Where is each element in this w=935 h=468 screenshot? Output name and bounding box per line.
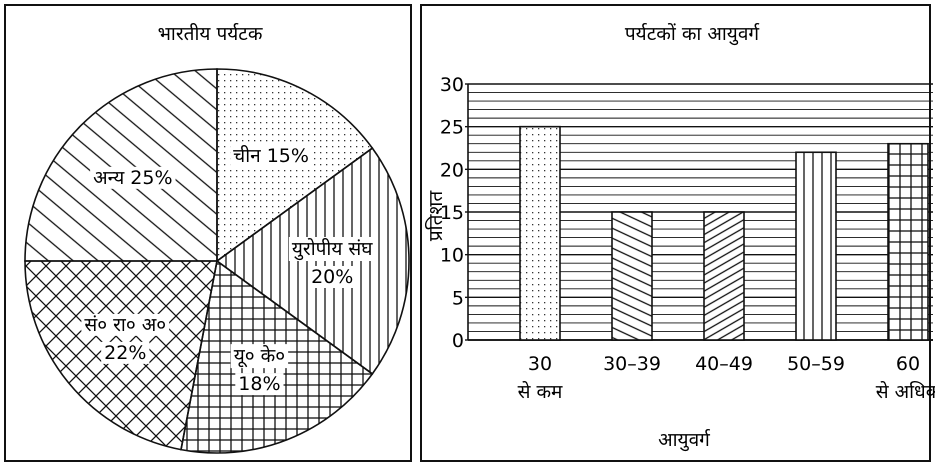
y-tick-label: 5 [452,287,464,309]
label-backdrop [230,344,289,369]
x-tick-label: 60 [896,353,920,375]
x-tick-label: 40–49 [695,353,753,375]
pie-slice-label: यू० के० [234,344,285,368]
bar-chart-panel: पर्यटकों का आयुवर्ग 0 5 10 15 20 25 30 30 से कम… [420,4,935,462]
pie-title: भारतीय पर्यटक [158,22,263,45]
label-backdrop [230,143,312,167]
bar [611,211,653,341]
x-tick-label-line2: से कम [518,380,563,403]
pie-chart: भारतीय पर्यटक चीन 15% युरोपीय संघ 20% यू० क… [24,22,410,454]
y-tick-label: 15 [440,202,464,224]
y-tick-label: 25 [440,117,464,139]
y-tick-label: 10 [440,245,464,267]
pie-slice-value-label: 18% [238,373,280,395]
y-tick-label: 20 [440,159,464,181]
x-tick-label-line2: से अधिक [876,380,935,403]
x-axis-label: आयुवर्ग [658,428,711,452]
pie-slice-value-label: 20% [311,266,353,288]
bar [519,125,561,341]
label-backdrop [288,237,377,261]
x-tick-label: 30 [528,353,552,375]
label-backdrop [235,373,284,396]
y-tick-label: 0 [452,330,464,352]
pie-slice-label: सं० रा० अ० [84,314,166,336]
bar [703,211,745,341]
x-tick-label: 30–39 [603,353,661,375]
pie-slice-label: अन्य 25% [93,167,172,189]
y-axis-label: प्रतिशत [424,190,447,241]
y-tick-label: 30 [440,74,464,96]
pie-slice-label: युरोपीय संघ [292,237,373,261]
bar [887,142,929,341]
pie-slice-label: चीन 15% [233,144,309,167]
label-backdrop [308,266,357,288]
bar-chart: पर्यटकों का आयुवर्ग 0 5 10 15 20 25 30 30 से कम… [424,22,935,452]
label-backdrop [101,341,150,364]
bar [795,151,837,341]
bar-title: पर्यटकों का आयुवर्ग [625,22,760,46]
pie-slice-value-label: 22% [104,342,146,364]
label-backdrop [81,313,170,336]
x-tick-label: 50–59 [787,353,845,375]
pie-slice [24,68,218,262]
pie-chart-panel: भारतीय पर्यटक चीन 15% युरोपीय संघ 20% यू० क… [4,4,412,462]
label-backdrop [90,166,176,189]
